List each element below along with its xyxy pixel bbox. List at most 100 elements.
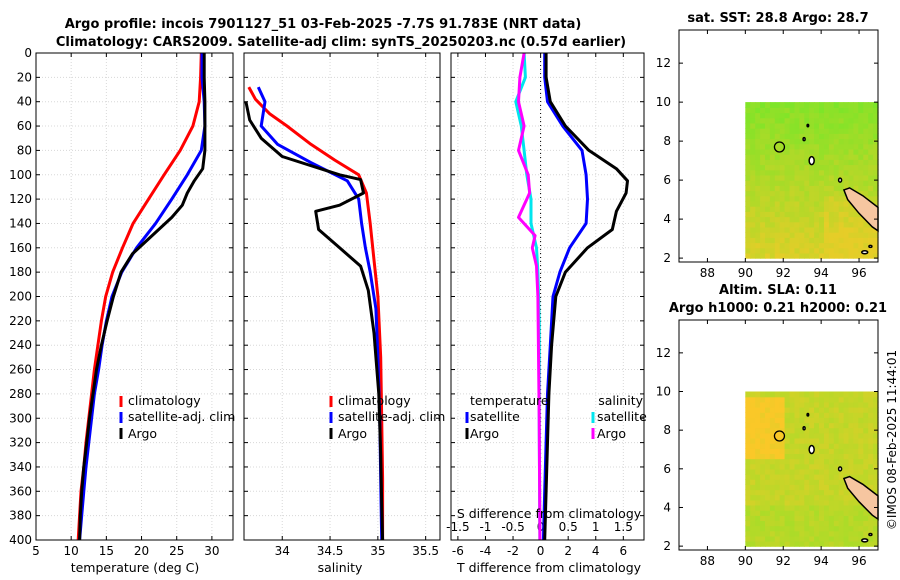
heatmap-cell [745, 154, 751, 160]
heatmap-cell [774, 427, 781, 434]
heatmap-cell [760, 515, 766, 521]
heatmap-cell [828, 504, 835, 511]
heatmap-cell [853, 164, 859, 171]
heatmap-cell [858, 474, 864, 480]
heatmap-cell [848, 525, 854, 532]
heatmap-cell [755, 148, 761, 155]
heatmap-cell [809, 117, 815, 124]
heatmap-cell [814, 138, 820, 145]
heatmap-cell [804, 463, 810, 470]
heatmap-cell [843, 216, 850, 223]
heatmap-cell [789, 401, 796, 408]
temperature-panel: 0204060801001201401601802002202402602803… [9, 46, 234, 558]
heatmap-cell [750, 458, 756, 465]
heatmap-cell [769, 474, 776, 480]
temperature-xlabel: temperature (deg C) [71, 560, 200, 575]
heatmap-cell [804, 474, 810, 480]
heatmap-cell [838, 159, 845, 166]
heatmap-cell [814, 510, 820, 516]
heatmap-cell [873, 112, 879, 119]
heatmap-cell [774, 195, 781, 202]
heatmap-cell [750, 489, 756, 496]
heatmap-cell [745, 530, 751, 537]
heatmap-cell [794, 247, 800, 254]
heatmap-cell [819, 412, 825, 418]
heatmap-cell [814, 525, 820, 532]
heatmap-cell [868, 437, 874, 444]
heatmap-cell [828, 247, 835, 254]
heatmap-cell [833, 520, 840, 527]
heatmap-cell [809, 237, 815, 244]
heatmap-cell [809, 401, 815, 408]
heatmap-cell [853, 211, 859, 218]
heatmap-cell [794, 185, 800, 192]
heatmap-cell [858, 221, 864, 228]
heatmap-cell [799, 391, 805, 398]
heatmap-cell [799, 458, 805, 465]
heatmap-cell [779, 226, 786, 233]
x-tick-label: 30 [204, 544, 219, 558]
heatmap-cell [843, 515, 850, 521]
heatmap-cell [774, 159, 781, 166]
heatmap-cell [833, 154, 840, 160]
heatmap-cell [769, 247, 776, 254]
heatmap-cell [750, 102, 756, 108]
salinity-legend: climatology satellite-adj. clim Argo [329, 393, 445, 441]
heatmap-cell [765, 535, 771, 542]
heatmap-cell [765, 422, 771, 429]
heatmap-cell [828, 211, 835, 218]
heatmap-cell [750, 407, 756, 413]
heatmap-cell [858, 437, 864, 444]
heatmap-cell [760, 448, 766, 454]
heatmap-cell [789, 232, 796, 238]
heatmap-cell [779, 541, 786, 547]
heatmap-cell [784, 499, 791, 506]
heatmap-cell [809, 412, 815, 418]
heatmap-cell [760, 174, 766, 181]
heatmap-cell [873, 242, 879, 249]
heatmap-cell [794, 427, 800, 434]
heatmap-cell [863, 107, 869, 114]
heatmap-cell [799, 174, 805, 181]
heatmap-cell [794, 530, 800, 537]
heatmap-cell [814, 159, 820, 166]
heatmap-cell [784, 226, 791, 233]
heatmap-cell [799, 515, 805, 521]
heatmap-cell [819, 443, 825, 449]
heatmap-cell [789, 484, 796, 491]
heatmap-cell [794, 190, 800, 197]
heatmap-cell [799, 453, 805, 460]
heatmap-cell [873, 530, 879, 537]
heatmap-cell [868, 180, 874, 186]
x-tick-label: 20 [134, 544, 149, 558]
heatmap-cell [828, 520, 835, 527]
heatmap-cell [755, 221, 761, 228]
heatmap-cell [809, 396, 815, 403]
heatmap-cell [789, 417, 796, 424]
heatmap-cell [799, 247, 805, 254]
heatmap-cell [858, 458, 864, 465]
heatmap-cell [853, 148, 859, 155]
heatmap-cell [843, 541, 850, 547]
heatmap-cell [838, 535, 845, 542]
s-tick-label: -1 [479, 520, 491, 534]
heatmap-cell [833, 541, 840, 547]
heatmap-cell [784, 107, 791, 114]
heatmap-cell [784, 437, 791, 444]
heatmap-cell [804, 520, 810, 527]
difference-panel: -6 -4 -2 0 2 4 6-1.5 -1 -0.5 0 0.5 1 1.5 [446, 52, 645, 558]
heatmap-cell [828, 401, 835, 408]
heatmap-cell [760, 237, 766, 244]
heatmap-cell [868, 541, 874, 547]
heatmap-cell [809, 133, 815, 140]
heatmap-cell [745, 211, 751, 218]
y-tick-label: 120 [9, 192, 32, 206]
heatmap-cell [804, 448, 810, 454]
heatmap-cell [745, 484, 751, 491]
heatmap-cell [838, 180, 845, 186]
heatmap-cell [774, 479, 781, 485]
heatmap-cell [873, 458, 879, 465]
heatmap-cell [848, 494, 854, 501]
heatmap-cell [819, 468, 825, 475]
heatmap-cell [819, 432, 825, 439]
